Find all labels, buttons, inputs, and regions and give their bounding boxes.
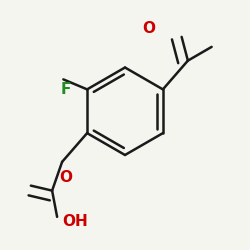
Text: OH: OH	[62, 214, 88, 229]
Text: O: O	[60, 170, 73, 185]
Text: O: O	[142, 21, 155, 36]
Text: F: F	[61, 82, 72, 98]
